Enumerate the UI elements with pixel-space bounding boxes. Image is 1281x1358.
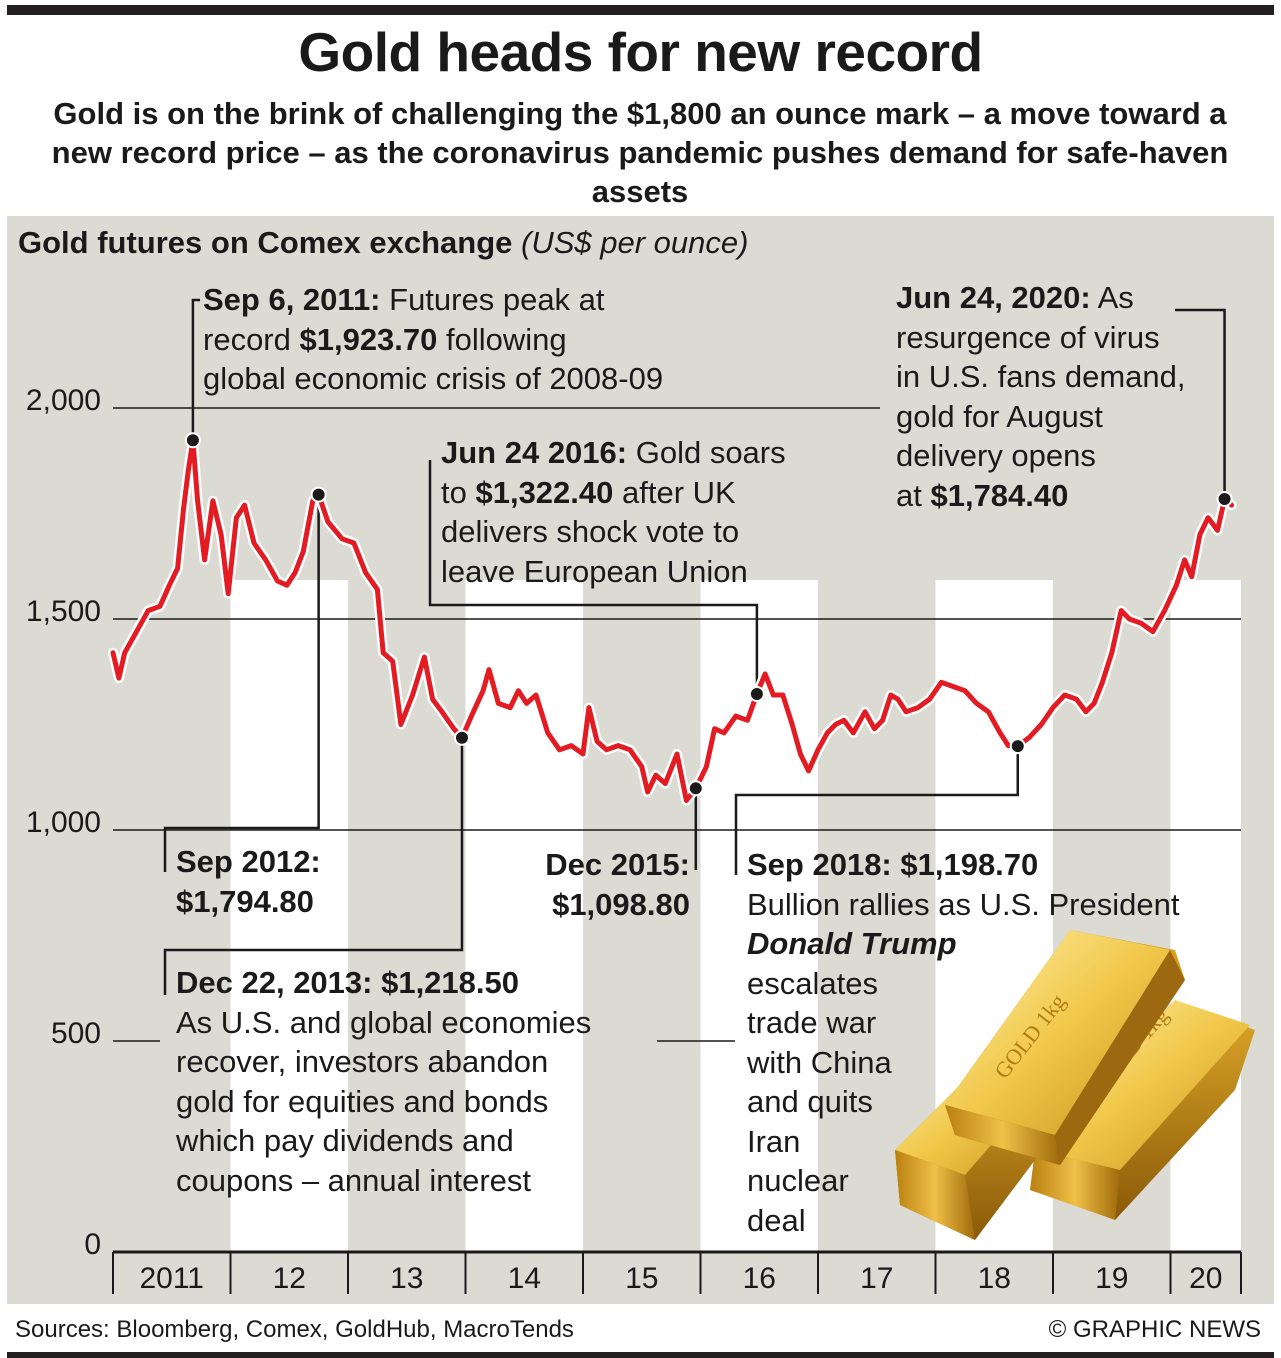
x-axis: 2011 12 13 14 15 16 17 18 19 20 — [112, 1250, 1242, 1295]
leader-jun-2016 — [428, 460, 759, 694]
series-group — [108, 435, 1237, 806]
leader-sep-2012 — [163, 494, 320, 872]
ann-jun2020-line1: resurgence of virus — [896, 319, 1160, 355]
highlight-dot — [687, 780, 704, 797]
highlight-dot — [748, 685, 765, 702]
ann-sep2018-line8: nuclear — [747, 1163, 849, 1198]
annotation-leaders — [163, 298, 1226, 995]
annotation-dec-2015: Dec 2015: $1,098.80 — [516, 845, 690, 924]
leader-sep-2011 — [191, 298, 200, 441]
x-tick-label: 13 — [390, 1262, 423, 1295]
y-tick-label: 1,000 — [26, 806, 101, 839]
ann-sep2011-text3: global economic crisis of 2008-09 — [203, 361, 664, 396]
ann-jun2020-line4: delivery opens — [896, 438, 1096, 473]
gold-bars-illustration: GOLD 1kg GOLD 1kg — [895, 930, 1255, 1240]
credit-footer: © GRAPHIC NEWS — [1048, 1316, 1261, 1343]
highlight-dot — [1216, 490, 1233, 507]
ann-sep2018-line1: Bullion rallies as U.S. President — [747, 886, 1180, 922]
annotation-sep-2011: Sep 6, 2011: Futures peak at record $1,9… — [203, 280, 663, 399]
leader-jun-2020 — [1175, 308, 1226, 499]
highlight-dot — [310, 486, 327, 503]
ann-jun2020-date: Jun 24, 2020: — [896, 280, 1091, 315]
ann-jun2016-price: $1,322.40 — [475, 474, 614, 510]
x-tick-label: 14 — [508, 1262, 541, 1295]
year-band — [230, 580, 348, 1252]
ann-sep2011-text1: Futures peak at — [380, 282, 605, 317]
x-tick-label: 17 — [860, 1262, 893, 1295]
ann-dec2013-line4: which pay dividends and — [176, 1123, 514, 1158]
highlight-dot — [453, 729, 470, 746]
chart-heading-main: Gold futures on Comex exchange — [18, 225, 513, 260]
ann-dec2013-date: Dec 22, 2013: $1,218.50 — [176, 965, 519, 1000]
ann-sep2018-line6: and quits — [747, 1084, 873, 1119]
ann-dec2013-line5: coupons – annual interest — [176, 1162, 532, 1198]
ann-jun2020-last-a: at — [896, 477, 931, 513]
x-tick-label: 2011 — [139, 1262, 204, 1295]
top-rule — [7, 5, 1274, 15]
ann-sep2012-price: $1,794.80 — [176, 883, 314, 919]
ann-sep2018-line7: Iran — [747, 1123, 801, 1159]
ann-jun2016-text3: delivers shock vote to — [441, 514, 740, 549]
gridlines — [113, 407, 1241, 1042]
highlight-dot — [184, 432, 201, 449]
ann-jun2016-text1: Gold soars — [627, 435, 786, 470]
x-tick-label: 19 — [1095, 1262, 1128, 1295]
y-tick-label: 1,500 — [26, 595, 101, 628]
series-line-gold-price — [110, 437, 1235, 803]
sources-footer: Sources: Bloomberg, Comex, GoldHub, Macr… — [15, 1316, 574, 1343]
ann-jun2016-text2b: after UK — [613, 474, 736, 510]
highlight-dots — [184, 432, 1233, 797]
ann-sep2011-text2a: record — [203, 321, 300, 357]
x-tick-label: 16 — [743, 1262, 776, 1295]
ann-sep2011-text2b: following — [437, 321, 567, 357]
gold-bar-top: GOLD 1kg — [945, 930, 1185, 1165]
ann-sep2018-line9: deal — [747, 1202, 806, 1238]
ann-jun2020-price: $1,784.40 — [930, 477, 1069, 513]
annotation-jun-2016: Jun 24 2016: Gold soars to $1,322.40 aft… — [441, 433, 786, 591]
ann-sep2018-line5: with China — [747, 1044, 892, 1080]
leader-sep-2018 — [734, 746, 1019, 875]
ann-dec2013-line2: recover, investors abandon — [176, 1044, 549, 1079]
chart-heading: Gold futures on Comex exchange (US$ per … — [18, 225, 748, 261]
ann-sep2018-trump: Donald Trump — [747, 926, 957, 961]
ann-sep2018-line3: escalates — [747, 965, 878, 1001]
bottom-rule — [7, 1352, 1274, 1358]
leader-dec-2013 — [163, 737, 464, 995]
ann-sep2018-line4: trade war — [747, 1005, 877, 1040]
x-tick-label: 15 — [625, 1262, 658, 1295]
ann-sep2011-date: Sep 6, 2011: — [203, 282, 381, 317]
x-tick-label: 12 — [273, 1262, 306, 1295]
annotation-dec-2013: Dec 22, 2013: $1,218.50 As U.S. and glob… — [176, 963, 591, 1200]
ann-dec2015-date: Dec 2015: — [545, 847, 690, 882]
y-tick-label: 0 — [84, 1228, 101, 1261]
ann-jun2016-text4: leave European Union — [441, 553, 748, 589]
x-tick-label: 18 — [978, 1262, 1011, 1295]
ann-jun2016-date: Jun 24 2016: — [441, 435, 628, 470]
ann-jun2020-text1: As — [1090, 280, 1134, 315]
annotation-sep-2012: Sep 2012: $1,794.80 — [176, 842, 321, 921]
ann-jun2020-line2: in U.S. fans demand, — [896, 359, 1186, 394]
ann-sep2011-price: $1,923.70 — [299, 321, 438, 357]
annotation-sep-2018: Sep 2018: $1,198.70 Bullion rallies as U… — [747, 845, 1179, 1240]
ann-jun2016-text2a: to — [441, 474, 476, 510]
y-tick-label: 2,000 — [26, 384, 101, 417]
highlight-dot — [1009, 738, 1026, 755]
page-subtitle: Gold is on the brink of challenging the … — [51, 96, 1229, 209]
ann-sep2018-date: Sep 2018: $1,198.70 — [747, 847, 1039, 882]
ann-dec2013-line1: As U.S. and global economies — [176, 1004, 592, 1040]
y-axis-ticks: 0 500 1,000 1,500 2,000 — [26, 384, 101, 1261]
x-tick-label: 20 — [1189, 1262, 1222, 1295]
chart-heading-unit: (US$ per ounce) — [521, 225, 749, 260]
ann-dec2015-price: $1,098.80 — [552, 886, 690, 922]
ann-jun2020-line3: gold for August — [896, 398, 1103, 434]
annotation-jun-2020: Jun 24, 2020: As resurgence of virus in … — [896, 278, 1186, 515]
ann-dec2013-line3: gold for equities and bonds — [176, 1083, 549, 1119]
page-title: Gold heads for new record — [298, 21, 983, 83]
ann-sep2012-date: Sep 2012: — [176, 844, 321, 879]
y-tick-label: 500 — [51, 1017, 101, 1050]
